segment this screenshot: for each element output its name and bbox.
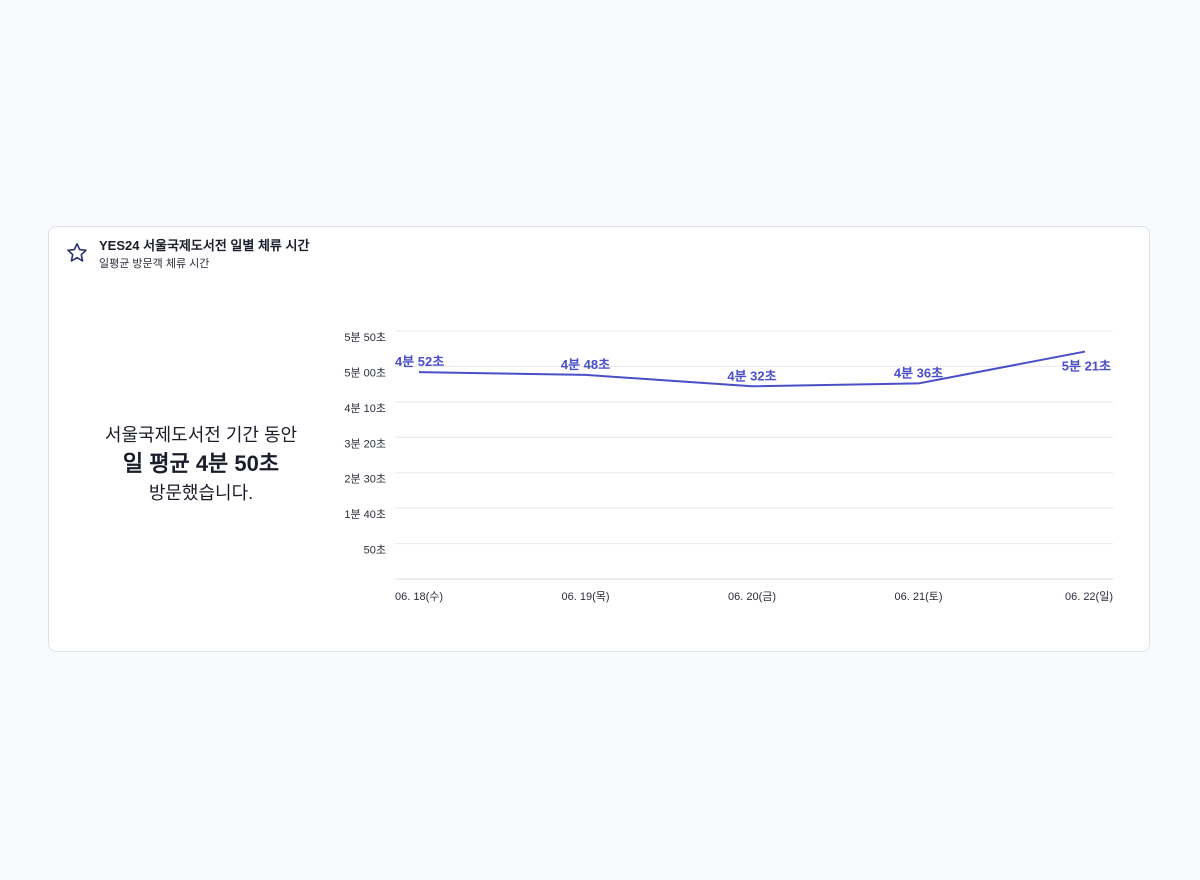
y-tick-label: 1분 40초	[344, 508, 386, 521]
summary-line3: 방문했습니다.	[148, 483, 254, 503]
summary-average: 일 평균 4분 50초	[122, 451, 280, 476]
x-tick-label: 06. 19(목)	[561, 590, 609, 603]
data-label: 4분 32초	[727, 368, 776, 383]
x-tick-label: 06. 21(토)	[894, 591, 942, 603]
y-tick-label: 50초	[364, 544, 386, 557]
y-tick-label: 5분 50초	[344, 331, 386, 344]
star-icon[interactable]	[65, 241, 89, 265]
data-label: 4분 36초	[894, 365, 943, 380]
x-tick-label: 06. 18(수)	[395, 590, 443, 603]
data-label: 4분 48초	[561, 357, 610, 372]
x-tick-label: 06. 22(일)	[1065, 589, 1113, 603]
summary-block: 서울국제도서전 기간 동안 일 평균 4분 50초 방문했습니다.	[79, 423, 323, 505]
data-label: 5분 21초	[1062, 359, 1111, 374]
series-line	[418, 350, 1086, 388]
summary-line1: 서울국제도서전 기간 동안	[104, 425, 298, 445]
card-title: YES24 서울국제도서전 일별 체류 시간	[99, 238, 310, 253]
card-subtitle: 일평균 방문객 체류 시간	[99, 258, 210, 270]
y-tick-label: 3분 20초	[344, 437, 386, 450]
card-header: YES24 서울국제도서전 일별 체류 시간 일평균 방문객 체류 시간	[65, 237, 309, 272]
y-tick-label: 5분 00초	[344, 366, 386, 379]
stay-time-line-chart: 5분 50초 5분 00초 4분 10초 3분 20초 2분 30초 1분 40초 50초 0…	[344, 330, 1113, 603]
stay-time-card: YES24 서울국제도서전 일별 체류 시간 일평균 방문객 체류 시간 서울국…	[48, 226, 1150, 652]
y-tick-label: 2분 30초	[344, 473, 386, 486]
y-tick-label: 4분 10초	[344, 402, 386, 415]
x-tick-label: 06. 20(금)	[728, 591, 776, 603]
data-label: 4분 52초	[395, 354, 444, 369]
